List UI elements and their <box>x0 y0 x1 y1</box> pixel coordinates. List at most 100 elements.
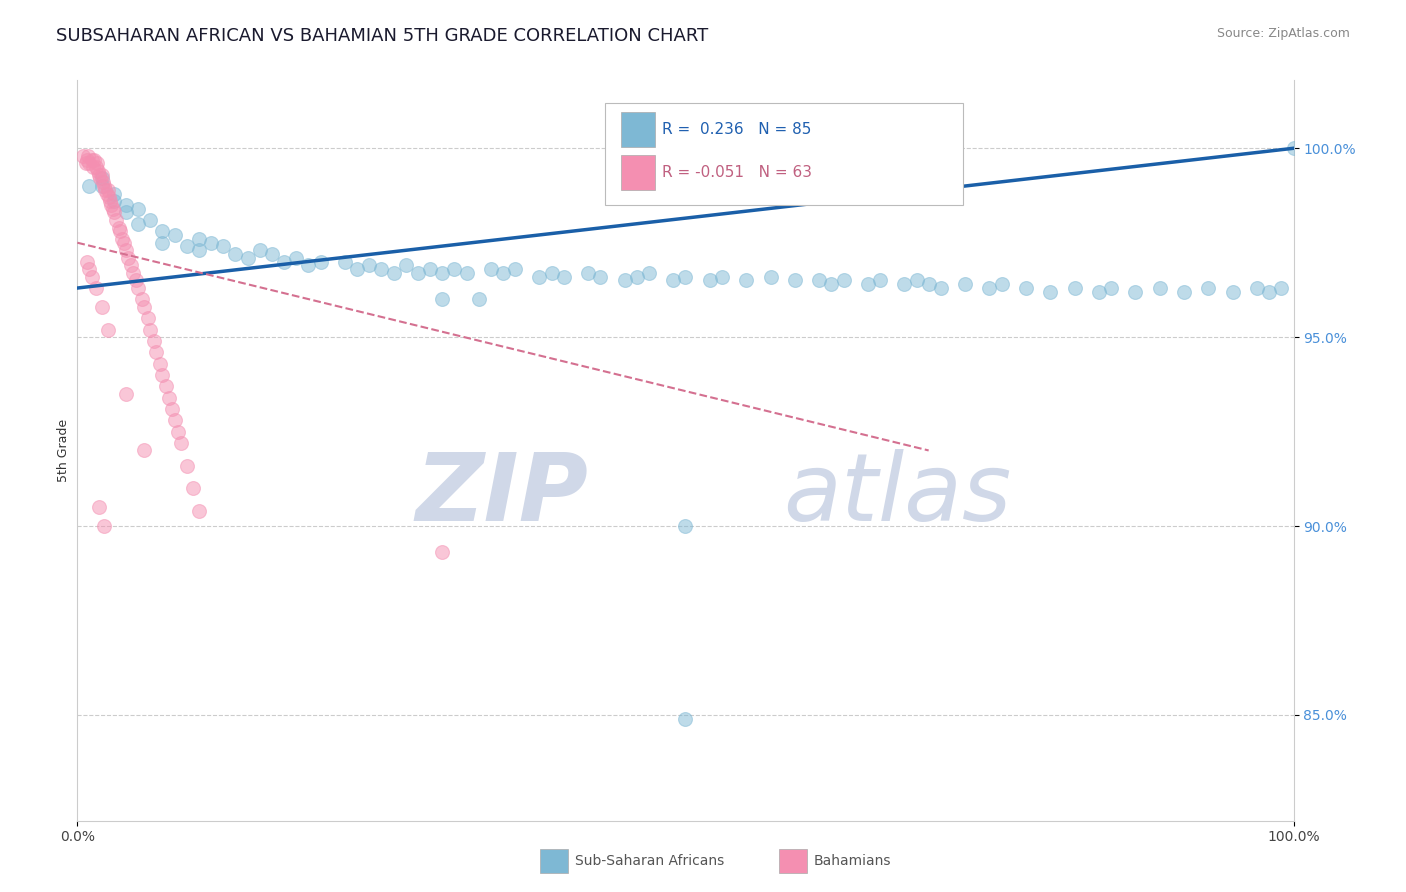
Point <box>346 262 368 277</box>
Point <box>82 160 104 174</box>
Point <box>297 259 319 273</box>
Point <box>111 232 134 246</box>
Point <box>127 217 149 231</box>
Point <box>443 262 465 277</box>
Point <box>430 293 453 307</box>
Point <box>1039 285 1062 299</box>
Point <box>1222 285 1244 299</box>
Point <box>529 269 551 284</box>
Point <box>820 277 842 292</box>
Point <box>395 259 418 273</box>
Point <box>675 712 697 726</box>
Point <box>145 345 167 359</box>
Point <box>675 269 697 284</box>
Point <box>176 239 198 253</box>
Text: atlas: atlas <box>783 450 1011 541</box>
Point <box>83 153 105 167</box>
Point <box>359 259 381 273</box>
Point <box>1149 281 1171 295</box>
Point <box>808 273 831 287</box>
Point <box>94 183 117 197</box>
Point <box>72 149 94 163</box>
Point <box>589 269 612 284</box>
Point <box>80 153 103 167</box>
Point <box>98 194 121 209</box>
Point <box>89 171 111 186</box>
Point <box>97 190 120 204</box>
Point <box>80 269 103 284</box>
Point <box>200 235 222 250</box>
Point <box>856 277 879 292</box>
Point <box>260 247 283 261</box>
Point <box>97 183 120 197</box>
Point <box>675 519 697 533</box>
Point <box>75 156 97 170</box>
Point <box>710 269 733 284</box>
Point <box>76 254 98 268</box>
Point <box>1282 141 1305 155</box>
Point <box>77 149 100 163</box>
Point <box>103 194 125 209</box>
Point <box>893 277 915 292</box>
Point <box>333 254 356 268</box>
Point <box>120 259 142 273</box>
Point <box>467 293 489 307</box>
Point <box>89 500 111 515</box>
Point <box>236 251 259 265</box>
Point <box>139 322 162 336</box>
Point <box>1270 281 1292 295</box>
Point <box>152 235 174 250</box>
Point <box>84 160 107 174</box>
Point <box>79 156 101 170</box>
Point <box>979 281 1001 295</box>
Point <box>285 251 308 265</box>
Point <box>134 300 156 314</box>
Point <box>76 153 98 167</box>
Point <box>918 277 941 292</box>
Point <box>273 254 295 268</box>
Point <box>1099 281 1122 295</box>
Point <box>91 175 114 189</box>
Point <box>100 198 122 212</box>
Point <box>540 266 562 280</box>
Point <box>479 262 502 277</box>
Point <box>131 293 153 307</box>
Point <box>127 281 149 295</box>
Point <box>84 281 107 295</box>
Point <box>1246 281 1268 295</box>
Point <box>406 266 429 280</box>
Text: SUBSAHARAN AFRICAN VS BAHAMIAN 5TH GRADE CORRELATION CHART: SUBSAHARAN AFRICAN VS BAHAMIAN 5TH GRADE… <box>56 27 709 45</box>
Point <box>152 224 174 238</box>
Point <box>136 311 159 326</box>
Point <box>382 266 405 280</box>
Point <box>1173 285 1195 299</box>
Point <box>115 205 138 219</box>
Point <box>1063 281 1085 295</box>
Point <box>90 300 112 314</box>
Point <box>638 266 661 280</box>
Point <box>97 322 120 336</box>
Point <box>905 273 928 287</box>
Point <box>134 443 156 458</box>
Point <box>112 235 135 250</box>
Point <box>783 273 806 287</box>
Point <box>163 228 186 243</box>
Point <box>188 504 211 518</box>
Point <box>163 413 186 427</box>
Point <box>662 273 685 287</box>
Point <box>430 545 453 559</box>
Point <box>170 436 193 450</box>
Point <box>1015 281 1038 295</box>
Point <box>115 386 138 401</box>
Point <box>953 277 976 292</box>
Point <box>249 244 271 258</box>
Point <box>90 171 112 186</box>
Point <box>456 266 478 280</box>
Point <box>108 224 131 238</box>
Point <box>96 186 118 201</box>
Point <box>90 168 112 182</box>
Point <box>87 164 110 178</box>
Point <box>212 239 235 253</box>
Point <box>576 266 599 280</box>
Point <box>101 202 124 216</box>
